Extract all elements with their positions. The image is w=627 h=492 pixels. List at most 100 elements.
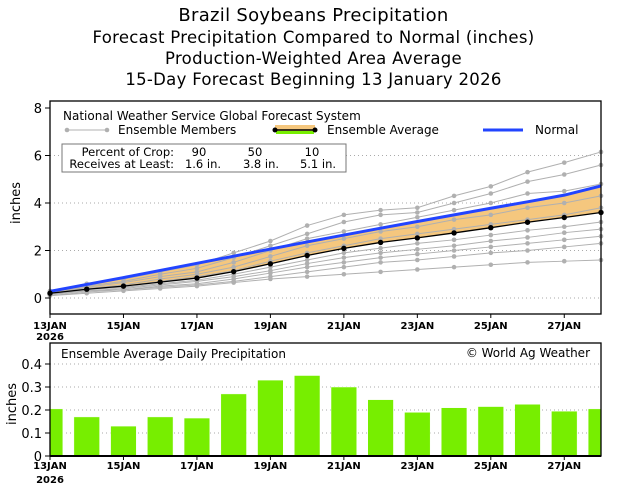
ensemble-member-point xyxy=(341,250,347,256)
ensemble-member-point xyxy=(415,251,420,257)
ensemble-member-point xyxy=(231,250,236,256)
ensemble-member-point xyxy=(525,228,530,233)
bottom-chart-title: Ensemble Average Daily Precipitation xyxy=(61,347,286,361)
ensemble-member-point xyxy=(378,212,383,218)
x-tick-label: 19JAN xyxy=(254,461,288,472)
y-tick-label: 2 xyxy=(34,245,42,260)
ensemble-member-point xyxy=(378,260,383,265)
ensemble-member-point xyxy=(341,255,347,260)
y-tick-label: 0.4 xyxy=(21,358,42,373)
ensemble-member-point xyxy=(561,188,567,194)
y-tick-label: 0 xyxy=(34,292,42,307)
ensemble-average-point xyxy=(561,214,567,221)
y-tick-label: 0.2 xyxy=(21,404,42,419)
crop-percent-90: 90 xyxy=(192,145,207,159)
legend-normal-label: Normal xyxy=(535,123,578,137)
crop-table xyxy=(61,143,347,173)
legend-bar-swatch xyxy=(276,131,314,134)
x-tick-label: 13JAN xyxy=(33,321,67,332)
x-tick-label: 23JAN xyxy=(400,321,434,332)
ensemble-member-point xyxy=(341,264,347,270)
daily-precip-bar xyxy=(404,412,431,457)
top-plot-frame xyxy=(49,100,602,315)
bottom-plot-area xyxy=(50,343,601,456)
x-tick-label: 27JAN xyxy=(547,461,581,472)
y-tick-label: 0 xyxy=(34,450,42,465)
ensemble-member-line xyxy=(49,221,602,295)
ensemble-member-point xyxy=(525,248,530,253)
ensemble-member-point xyxy=(451,226,457,232)
ensemble-average-line xyxy=(49,211,602,294)
ensemble-member-point xyxy=(341,212,347,218)
y-tick-label: 0.3 xyxy=(21,381,42,396)
ensemble-member-point xyxy=(415,231,420,237)
ensemble-member-point xyxy=(84,290,90,296)
ensemble-member-point xyxy=(451,200,457,206)
ensemble-member-point xyxy=(304,269,310,275)
crop-percent-50: 50 xyxy=(248,145,263,159)
ensemble-average-point xyxy=(451,230,457,236)
ensemble-member-point xyxy=(525,260,530,265)
ensemble-member-point xyxy=(268,238,273,244)
ensemble-member-point xyxy=(415,241,420,246)
chart-subtitle-1: Forecast Precipitation Compared to Norma… xyxy=(92,28,535,47)
ensemble-average-point xyxy=(84,286,90,292)
ensemble-member-point xyxy=(561,244,567,250)
ensemble-member-line xyxy=(49,195,602,294)
ensemble-member-point xyxy=(488,200,494,206)
ensemble-member-point xyxy=(231,280,236,285)
legend-members-label: Ensemble Members xyxy=(118,123,236,137)
daily-precip-bar xyxy=(257,379,284,457)
ensemble-member-point xyxy=(451,217,457,222)
y-tick-label: 0.1 xyxy=(21,427,42,442)
ensemble-member-point xyxy=(488,184,494,189)
ensemble-member-point xyxy=(268,270,273,276)
ensemble-member-point xyxy=(378,207,383,213)
x-tick-label: 19JAN xyxy=(254,321,288,332)
chart-subtitle-3: 15-Day Forecast Beginning 13 January 202… xyxy=(125,70,502,89)
ensemble-member-point xyxy=(451,243,457,249)
ensemble-member-point xyxy=(525,179,530,184)
x-tick-label: 21JAN xyxy=(327,321,361,332)
ensemble-member-point xyxy=(451,237,457,243)
ensemble-member-line xyxy=(49,183,602,294)
legend-member-dot xyxy=(64,127,70,133)
ensemble-average-point xyxy=(120,283,127,289)
x-tick-label: 15JAN xyxy=(107,461,141,472)
legend-member-dot xyxy=(104,127,110,133)
daily-precip-bar xyxy=(294,375,321,457)
ensemble-member-point xyxy=(415,257,420,263)
ensemble-member-point xyxy=(488,262,494,268)
crop-amount-50: 3.8 in. xyxy=(243,157,279,171)
ensemble-member-point xyxy=(304,261,310,266)
daily-precip-bar xyxy=(514,404,541,457)
x-tick-label: 17JAN xyxy=(180,321,214,332)
ensemble-member-point xyxy=(341,229,347,234)
daily-precip-bar xyxy=(220,393,247,457)
ensemble-member-point xyxy=(157,286,163,291)
ensemble-member-point xyxy=(378,229,383,234)
ensemble-average-point xyxy=(304,252,310,259)
x-tick-label: 17JAN xyxy=(180,461,214,472)
ensemble-member-point xyxy=(378,269,383,275)
ensemble-member-point xyxy=(415,247,420,252)
ensemble-member-line xyxy=(49,242,602,297)
daily-precip-bar xyxy=(551,410,578,457)
daily-precip-bar xyxy=(367,399,394,457)
ensemble-member-line xyxy=(49,164,602,293)
ensemble-member-point xyxy=(561,230,567,235)
ensemble-average-point xyxy=(267,261,274,267)
ensemble-member-point xyxy=(525,235,530,240)
ensemble-member-point xyxy=(304,236,310,241)
ensemble-member-point xyxy=(268,254,273,259)
ensemble-member-point xyxy=(304,264,310,270)
ensemble-member-point xyxy=(341,219,347,225)
ensemble-member-point xyxy=(121,288,126,294)
ensemble-average-point xyxy=(524,219,531,225)
ensemble-member-point xyxy=(488,244,494,250)
ensemble-member-point xyxy=(525,241,530,246)
credit-label: © World Ag Weather xyxy=(466,346,590,360)
ensemble-member-point xyxy=(451,193,457,199)
legend-average-label: Ensemble Average xyxy=(327,123,439,137)
